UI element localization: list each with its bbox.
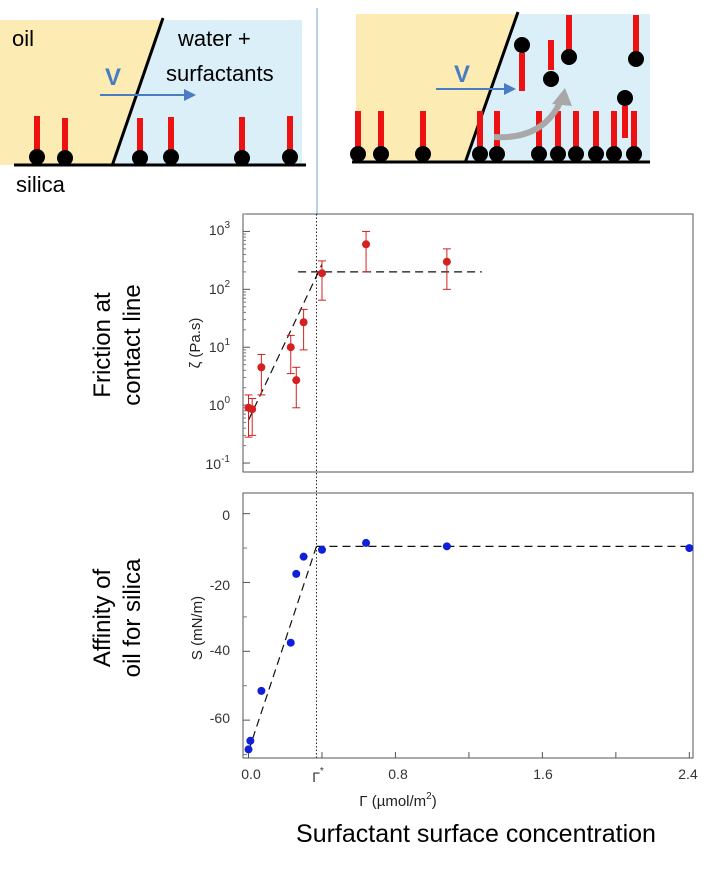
x-axis-label: Γ (µmol/m2) bbox=[359, 791, 436, 810]
affinity-point bbox=[442, 542, 451, 551]
xtick-label: 1.6 bbox=[533, 766, 553, 782]
oil-water-interface bbox=[110, 17, 165, 167]
affinity-ytick-label: -40 bbox=[210, 642, 230, 658]
surfactant-molecules-right bbox=[350, 15, 644, 162]
affinity-point bbox=[317, 545, 326, 554]
affinity-point bbox=[244, 745, 253, 754]
velocity-label-right: V bbox=[454, 61, 470, 88]
friction-ytick-label: 101 bbox=[209, 337, 231, 355]
friction-plot: 103 102 101 100 10-1 ζ (Pa.s) bbox=[187, 213, 694, 473]
surfactants-label: surfactants bbox=[166, 61, 274, 86]
affinity-side-label: Affinity of oil for silica bbox=[89, 558, 146, 677]
friction-ytick-label: 100 bbox=[209, 395, 231, 413]
desorption-arrowhead bbox=[552, 88, 572, 106]
affinity-side-label-line2: oil for silica bbox=[119, 558, 146, 677]
water-label: water + bbox=[177, 26, 251, 51]
friction-ytick-label: 103 bbox=[209, 220, 231, 238]
friction-y-axis-label: ζ (Pa.s) bbox=[187, 318, 204, 369]
friction-point bbox=[299, 318, 308, 327]
friction-side-label-line2: contact line bbox=[119, 284, 146, 405]
affinity-side-label-line1: Affinity of bbox=[89, 569, 116, 668]
friction-point bbox=[286, 343, 295, 352]
friction-ytick-label: 10-1 bbox=[206, 454, 231, 472]
water-region-right bbox=[466, 14, 650, 162]
xtick-label: 0.8 bbox=[388, 766, 408, 782]
left-schematic: V oil water + surfactants silica bbox=[0, 17, 306, 197]
x-axis-title: Surfactant surface concentration bbox=[296, 820, 656, 848]
affinity-point bbox=[257, 686, 266, 695]
xtick-label: 2.4 bbox=[678, 766, 698, 782]
desorption-arrow bbox=[493, 96, 565, 141]
affinity-fit-line bbox=[247, 546, 318, 752]
friction-point bbox=[442, 257, 451, 266]
affinity-point bbox=[362, 538, 371, 547]
friction-side-label-line1: Friction at bbox=[89, 292, 116, 398]
affinity-y-axis-label: S (mN/m) bbox=[189, 596, 206, 660]
xtick-label: 0.0 bbox=[241, 766, 261, 782]
affinity-ytick-label: -20 bbox=[210, 577, 230, 593]
affinity-point bbox=[685, 544, 694, 553]
water-region bbox=[114, 20, 302, 165]
oil-water-interface-right bbox=[463, 11, 520, 164]
affinity-plot-frame bbox=[242, 492, 694, 759]
affinity-point bbox=[286, 638, 295, 647]
friction-fit-line bbox=[247, 264, 323, 421]
friction-point bbox=[292, 376, 301, 385]
silica-label: silica bbox=[16, 172, 66, 197]
friction-point bbox=[362, 240, 371, 249]
right-schematic: V bbox=[350, 11, 650, 164]
oil-region bbox=[0, 20, 162, 165]
velocity-arrowhead-right bbox=[504, 83, 516, 95]
affinity-plot: 0 -20 -40 -60 S (mN/m) 0.0 Γ* 0.8 1.6 2.… bbox=[189, 492, 698, 848]
friction-point bbox=[317, 269, 326, 278]
friction-point bbox=[248, 405, 257, 414]
friction-point bbox=[257, 363, 266, 372]
friction-ytick-label: 102 bbox=[209, 279, 231, 297]
friction-plot-frame bbox=[242, 213, 694, 473]
velocity-label: V bbox=[105, 64, 121, 91]
velocity-arrowhead bbox=[184, 89, 196, 101]
surfactant-molecules bbox=[29, 116, 298, 166]
chart-marks bbox=[243, 213, 694, 758]
friction-y-ticks: 103 102 101 100 10-1 bbox=[206, 220, 231, 472]
affinity-ytick-label: 0 bbox=[222, 507, 230, 523]
affinity-point bbox=[246, 736, 255, 745]
affinity-ytick-label: -60 bbox=[210, 710, 230, 726]
affinity-point bbox=[292, 569, 301, 578]
affinity-point bbox=[299, 552, 308, 561]
friction-side-label: Friction at contact line bbox=[89, 284, 146, 405]
gamma-star-tick-label: Γ* bbox=[312, 766, 324, 785]
oil-label: oil bbox=[12, 26, 34, 51]
